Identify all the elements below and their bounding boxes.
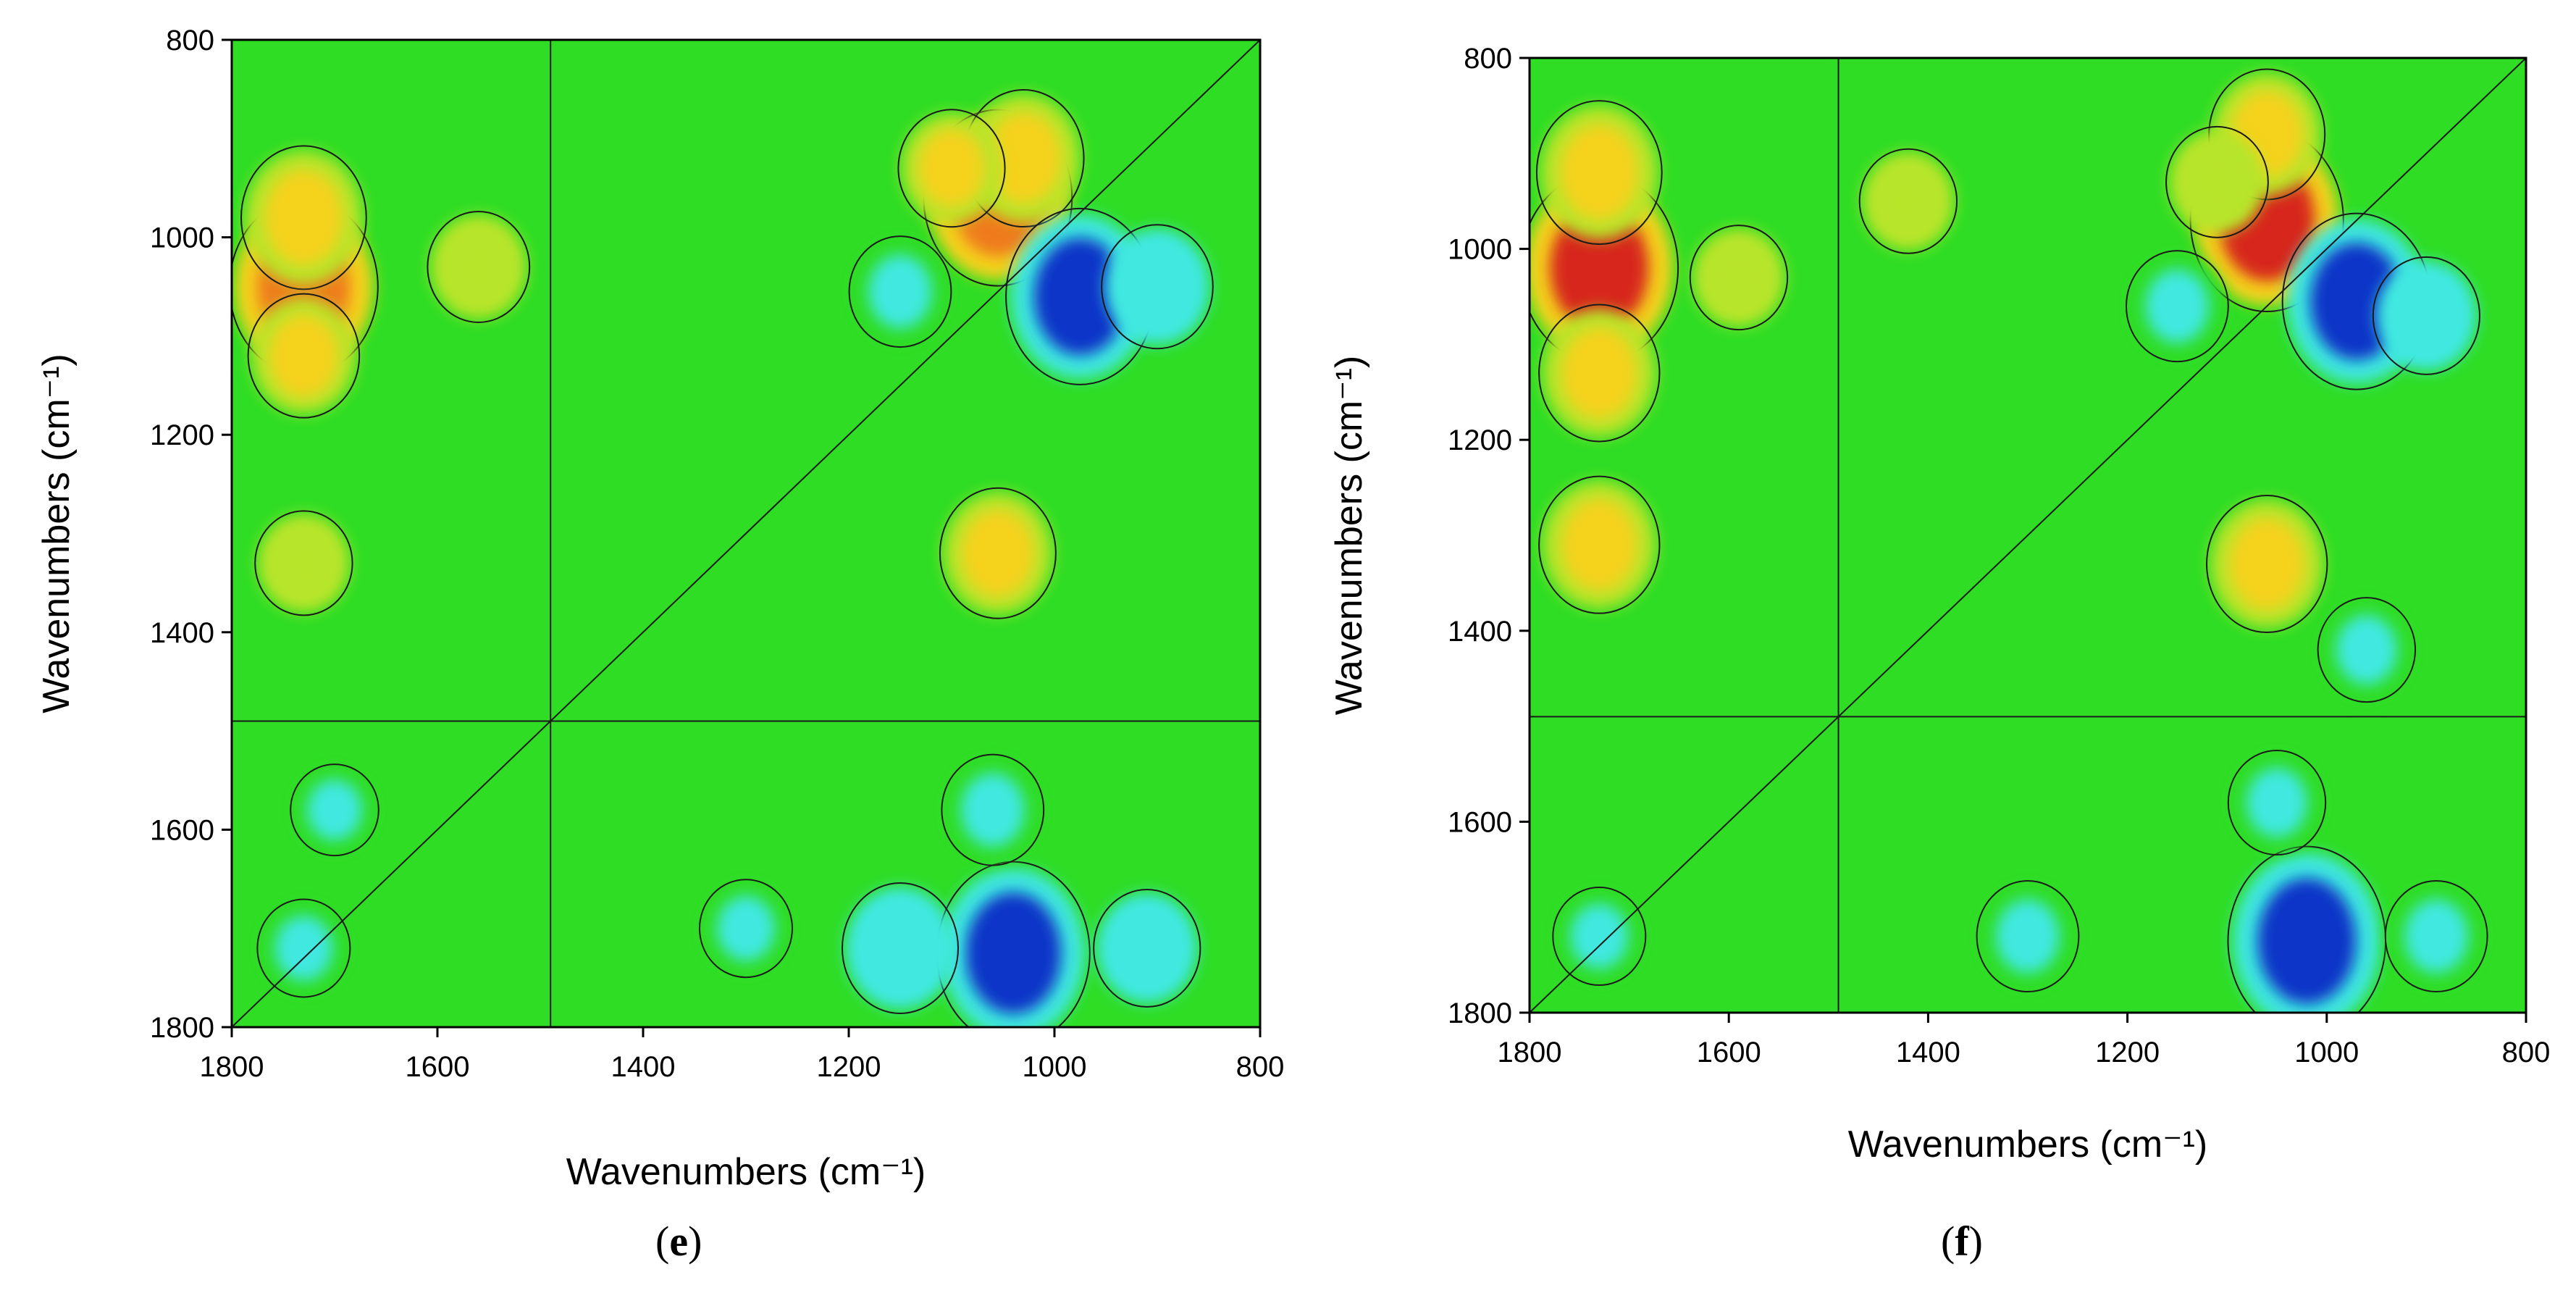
x-tick-label: 1400	[611, 1051, 676, 1083]
correlation-peak	[264, 170, 343, 266]
x-tick-label: 1000	[1023, 1051, 1087, 1083]
contour-line	[1093, 888, 1201, 1008]
x-axis-title: Wavenumbers (cm⁻¹)	[1848, 1123, 2207, 1166]
contour-line	[256, 898, 351, 998]
y-tick-label: 1400	[1448, 616, 1512, 648]
correlation-peak	[868, 254, 932, 329]
y-tick-label: 1200	[150, 419, 214, 451]
correlation-peak	[918, 129, 985, 208]
correlation-peak	[2393, 276, 2460, 355]
contour-line	[2126, 250, 2229, 363]
x-axis-title: Wavenumbers (cm⁻¹)	[566, 1151, 926, 1193]
y-axis-title: Wavenumbers (cm⁻¹)	[1328, 356, 1370, 715]
x-tick-label: 1800	[200, 1051, 264, 1083]
contour-line	[247, 293, 361, 419]
contour-line	[1538, 475, 1661, 614]
correlation-peak	[1123, 245, 1192, 328]
contour-line	[842, 882, 959, 1014]
correlation-peak	[2229, 518, 2305, 610]
x-tick-label: 1600	[406, 1051, 470, 1083]
y-tick-label: 800	[166, 25, 214, 57]
x-tick-label: 1800	[1498, 1037, 1562, 1068]
panel-label-e: (e)	[655, 1218, 702, 1265]
plot-frame	[230, 38, 1262, 1029]
x-tick-label: 1600	[1697, 1037, 1761, 1068]
y-tick-label: 1800	[150, 1012, 214, 1044]
y-tick-label: 800	[1464, 43, 1512, 75]
correlation-peak	[1560, 125, 1639, 221]
correlation-peak	[717, 895, 775, 961]
panel-label-f: (f)	[1941, 1218, 1983, 1265]
y-tick-label: 1600	[150, 814, 214, 846]
x-tick-label: 1200	[817, 1051, 881, 1083]
contour-line	[1552, 887, 1647, 987]
correlation-peak	[1996, 899, 2060, 974]
correlation-peak	[2404, 899, 2469, 974]
y-tick-label: 1400	[150, 617, 214, 649]
correlation-peak	[269, 314, 339, 398]
heatmap-area-f	[1530, 58, 2526, 1013]
x-tick-label: 1000	[2294, 1037, 2359, 1068]
contour-line	[2372, 256, 2480, 375]
contour-line	[1101, 224, 1214, 350]
plot-frame	[1528, 57, 2527, 1014]
correlation-peak	[274, 915, 333, 981]
correlation-peak	[1561, 327, 1637, 419]
x-tick-label: 800	[1236, 1051, 1285, 1083]
correlation-peak	[2246, 768, 2307, 838]
contour-line	[699, 879, 793, 979]
contour-line	[2227, 750, 2327, 856]
contour-line	[1976, 880, 2080, 993]
correlation-peak	[961, 509, 1034, 597]
y-tick-label: 1600	[1448, 806, 1512, 838]
x-tick-label: 1400	[1896, 1037, 1960, 1068]
contour-line	[290, 763, 379, 857]
correlation-peak	[2145, 269, 2210, 343]
x-tick-label: 1200	[2095, 1037, 2160, 1068]
contour-line	[1689, 225, 1789, 331]
correlation-peak	[1708, 243, 1769, 313]
contour-line	[254, 510, 353, 616]
contour-line	[2206, 495, 2328, 634]
contour-line	[2384, 880, 2488, 993]
y-tick-label: 1000	[150, 222, 214, 254]
contour-line	[848, 235, 952, 348]
diagonal-line	[1530, 58, 2526, 1013]
contour-line	[1858, 148, 1958, 254]
correlation-peak	[1561, 499, 1637, 591]
diagonal-line	[232, 40, 1260, 1027]
correlation-peak	[1570, 903, 1629, 969]
correlation-peak	[986, 112, 1062, 204]
correlation-peak	[273, 528, 335, 598]
y-tick-label: 1800	[1448, 997, 1512, 1029]
correlation-peak	[446, 230, 511, 304]
correlation-peak	[864, 904, 936, 992]
y-tick-label: 1200	[1448, 424, 1512, 456]
contour-line	[939, 487, 1057, 619]
y-tick-label: 1000	[1448, 234, 1512, 266]
contour-line	[427, 210, 531, 323]
correlation-peak	[1550, 204, 1649, 331]
correlation-peak	[965, 892, 1062, 1014]
contour-line	[941, 753, 1045, 866]
correlation-peak	[2257, 878, 2357, 1005]
correlation-peak	[960, 773, 1025, 848]
contour-line	[2317, 597, 2417, 703]
y-axis-title: Wavenumbers (cm⁻¹)	[35, 353, 77, 713]
correlation-peak	[307, 779, 362, 841]
x-tick-label: 800	[2502, 1037, 2551, 1068]
correlation-peak	[2336, 615, 2397, 685]
contour-line	[897, 109, 1006, 228]
contour-line	[240, 145, 367, 290]
heatmap-area-e	[232, 40, 1260, 1027]
correlation-peak	[1033, 238, 1127, 356]
correlation-peak	[1877, 166, 1939, 236]
contour-line	[1538, 304, 1661, 443]
correlation-peak	[1113, 908, 1180, 987]
correlation-peak	[2185, 145, 2249, 219]
contour-line	[1535, 100, 1663, 246]
contour-line	[2165, 125, 2269, 238]
